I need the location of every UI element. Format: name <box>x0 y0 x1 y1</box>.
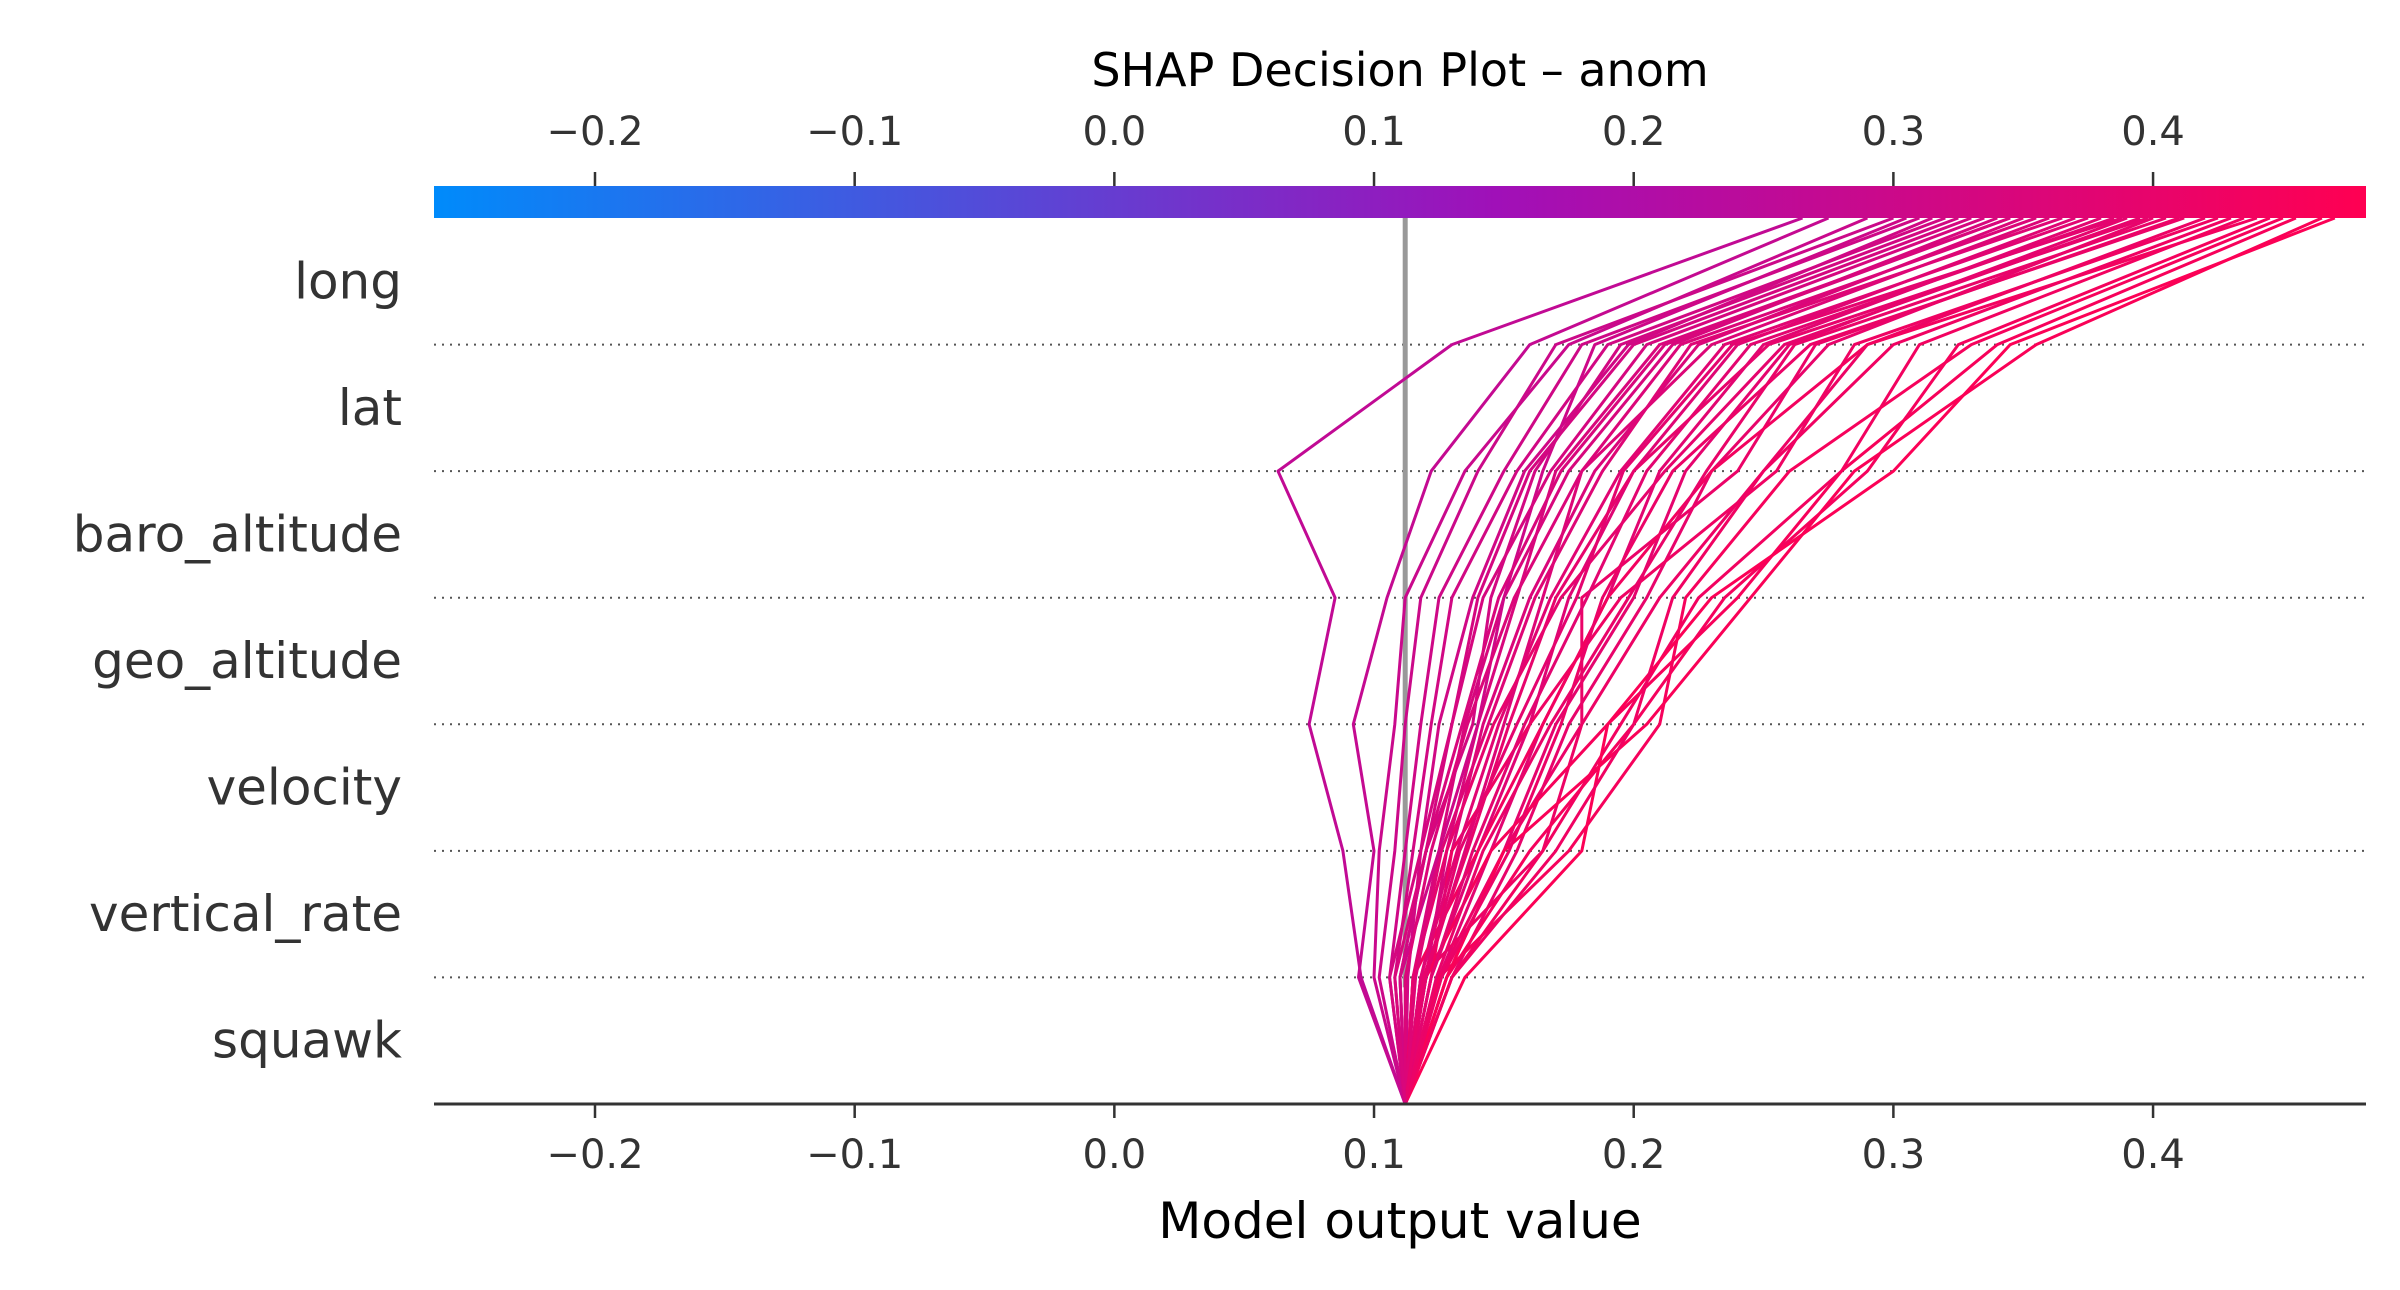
decision-line-18 <box>1403 216 2206 1105</box>
top-tick-label: 0.3 <box>1862 109 1926 155</box>
decision-line-31 <box>1403 216 2115 1105</box>
row-gridlines <box>434 343 2366 979</box>
decision-line-24 <box>1403 216 2323 1105</box>
decision-line-4 <box>1377 216 1894 1105</box>
decision-line-14 <box>1403 216 2102 1105</box>
bottom-tick-label: −0.2 <box>546 1132 643 1178</box>
bottom-axis-ticks: −0.2 −0.1 0.0 0.1 0.2 0.3 0.4 <box>546 1104 2185 1178</box>
decision-line-37 <box>1403 216 2185 1105</box>
decision-line-27 <box>1403 216 2232 1105</box>
chart-title: SHAP Decision Plot – anom <box>1091 43 1708 97</box>
decision-line-32 <box>1403 216 2141 1105</box>
decision-line-38 <box>1403 216 2037 1104</box>
decision-line-3 <box>1372 216 1868 1105</box>
decision-line-1 <box>1276 216 1804 1105</box>
top-axis-ticks: −0.2 −0.1 0.0 0.1 0.2 0.3 0.4 <box>546 109 2185 186</box>
top-tick-label: 0.0 <box>1083 109 1147 155</box>
feature-label: long <box>294 252 402 310</box>
x-axis-label: Model output value <box>1158 1192 1641 1250</box>
decision-line-21 <box>1403 216 2271 1105</box>
bottom-tick-label: 0.2 <box>1602 1132 1666 1178</box>
feature-label: baro_altitude <box>73 505 402 563</box>
feature-label: velocity <box>207 759 402 817</box>
decision-line-34 <box>1388 216 1985 1105</box>
feature-labels: long lat baro_altitude geo_altitude velocity… <box>73 252 402 1069</box>
bottom-tick-label: 0.3 <box>1862 1132 1926 1178</box>
decision-line-26 <box>1403 216 2258 1105</box>
decision-line-30 <box>1403 216 2089 1105</box>
decision-line-6 <box>1393 216 1946 1105</box>
top-tick-label: 0.2 <box>1602 109 1666 155</box>
decision-line-5 <box>1388 216 1920 1105</box>
decision-line-33 <box>1403 216 2167 1105</box>
decision-line-40 <box>1393 216 2011 1105</box>
top-tick-label: −0.2 <box>546 109 643 155</box>
top-tick-label: −0.1 <box>806 109 903 155</box>
top-tick-label: 0.1 <box>1342 109 1406 155</box>
decision-line-35 <box>1403 216 2063 1105</box>
decision-line-8 <box>1403 216 1998 1105</box>
decision-line-22 <box>1403 216 2284 1105</box>
decision-line-39 <box>1403 216 2149 1105</box>
bottom-tick-label: 0.4 <box>2121 1132 2185 1178</box>
bottom-tick-label: 0.1 <box>1342 1132 1406 1178</box>
decision-lines <box>1276 216 2336 1105</box>
feature-label: vertical_rate <box>89 885 402 943</box>
feature-label: squawk <box>212 1012 402 1070</box>
decision-line-10 <box>1403 216 2011 1105</box>
bottom-tick-label: 0.0 <box>1083 1132 1147 1178</box>
feature-label: lat <box>338 379 402 437</box>
decision-line-25 <box>1403 216 2336 1105</box>
decision-line-2 <box>1351 216 1830 1105</box>
bottom-tick-label: −0.1 <box>806 1132 903 1178</box>
colorbar <box>434 186 2366 218</box>
decision-line-15 <box>1403 216 2128 1105</box>
top-tick-label: 0.4 <box>2121 109 2185 155</box>
feature-label: geo_altitude <box>92 632 402 690</box>
